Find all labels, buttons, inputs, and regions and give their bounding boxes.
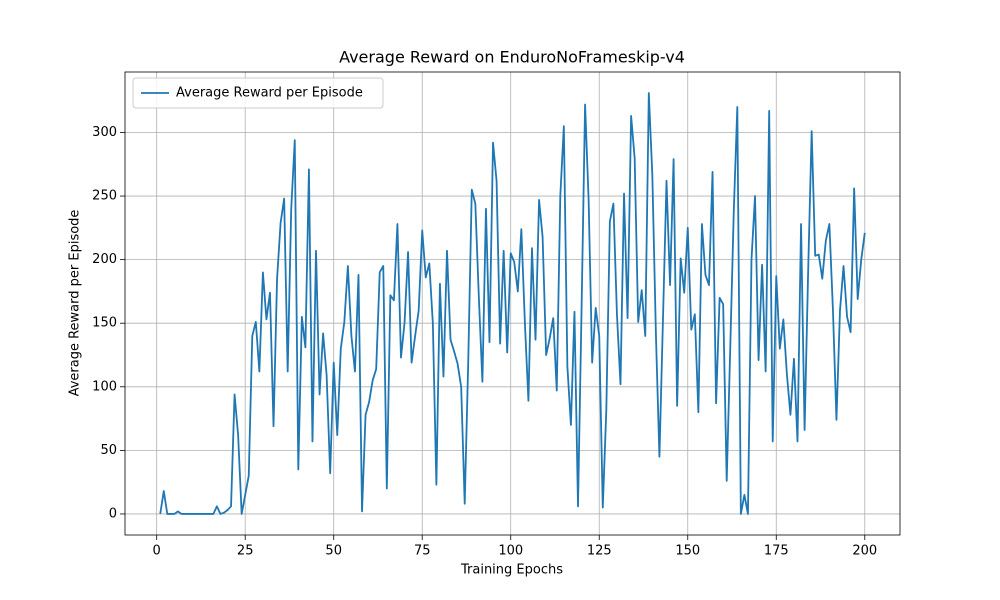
y-tick-label: 300 (92, 125, 117, 140)
x-tick-label: 100 (498, 544, 523, 559)
legend-box (132, 77, 384, 109)
x-tick-label: 200 (852, 544, 877, 559)
y-tick-label: 50 (100, 443, 117, 458)
x-axis-label: Training Epochs (460, 563, 563, 578)
y-tick-label: 150 (92, 316, 117, 331)
x-tick-label: 175 (764, 544, 789, 559)
x-tick-label: 150 (675, 544, 700, 559)
x-tick-label: 0 (153, 544, 161, 559)
y-tick-label: 200 (92, 252, 117, 267)
x-tick-label: 75 (414, 544, 431, 559)
chart-title: Average Reward on EnduroNoFrameskip-v4 (339, 48, 685, 67)
y-tick-label: 0 (109, 506, 117, 521)
x-tick-label: 50 (325, 544, 342, 559)
plot-frame (124, 71, 901, 536)
legend-label: Average Reward per Episode (176, 86, 363, 101)
x-tick-label: 25 (237, 544, 254, 559)
y-tick-label: 100 (92, 379, 117, 394)
y-axis-label: Average Reward per Episode (68, 210, 83, 397)
series-line (159, 92, 866, 515)
x-tick-label: 125 (587, 544, 612, 559)
y-tick-label: 250 (92, 189, 117, 204)
